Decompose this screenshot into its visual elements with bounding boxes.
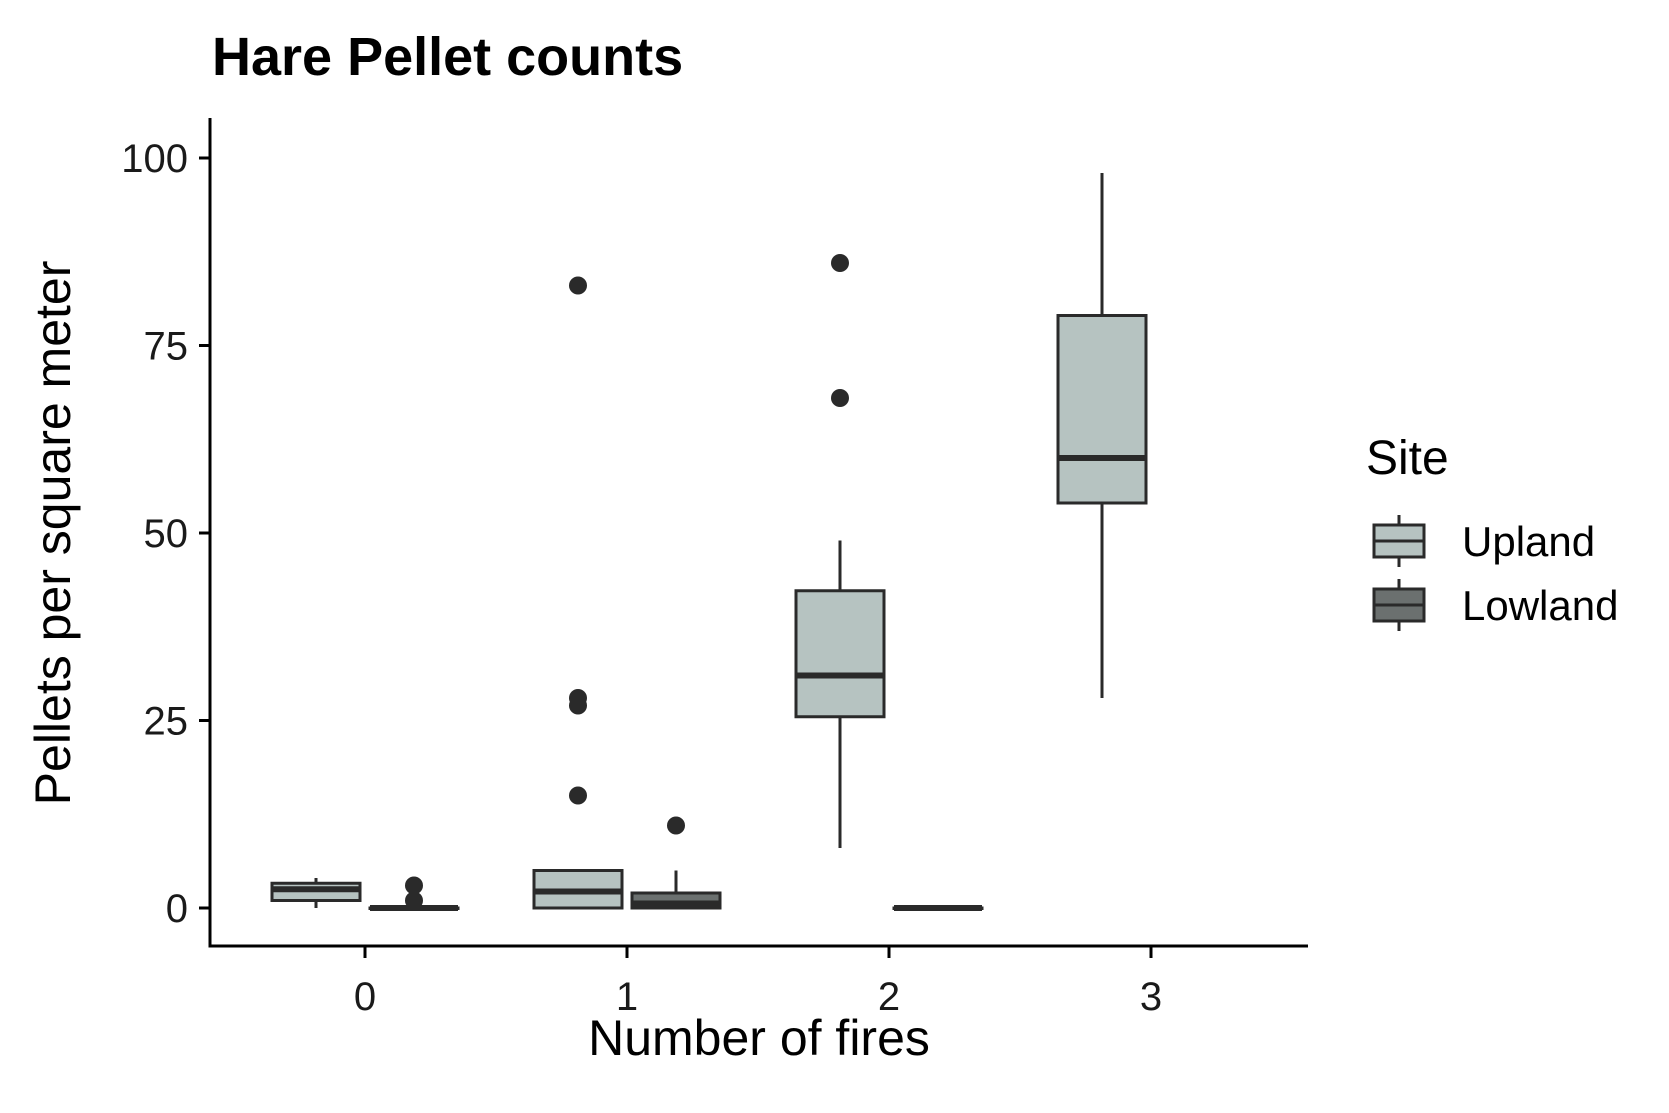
outlier-point — [569, 689, 587, 707]
box-lowland-1 — [630, 816, 722, 910]
y-axis-ticks: 0 25 50 75 100 — [121, 137, 210, 931]
boxplot-marks — [270, 173, 1148, 911]
box-upland-0 — [270, 878, 362, 908]
x-tick-label: 1 — [616, 975, 638, 1019]
x-axis-title: Number of fires — [588, 1010, 930, 1066]
y-tick-label: 75 — [144, 325, 189, 369]
x-tick-label: 2 — [878, 975, 900, 1019]
legend-key-upland: Upland — [1372, 515, 1595, 567]
legend: Site Upland Lowland — [1366, 432, 1618, 631]
box-lowland-0 — [368, 876, 460, 911]
y-tick-label: 0 — [166, 887, 188, 931]
box-upland-3 — [1056, 173, 1148, 698]
y-axis-title: Pellets per square meter — [25, 261, 81, 806]
outlier-point — [405, 876, 423, 895]
box-upland-1 — [532, 276, 624, 910]
box-body — [1056, 314, 1148, 505]
outlier-point — [831, 254, 849, 272]
y-tick-label: 25 — [144, 700, 189, 744]
x-tick-label: 3 — [1140, 975, 1162, 1019]
box-upland-2 — [794, 254, 886, 848]
y-tick-label: 50 — [144, 512, 189, 556]
box-lowland-2 — [892, 905, 984, 911]
legend-key-lowland: Lowland — [1372, 579, 1618, 631]
outlier-point — [667, 816, 685, 835]
x-axis-ticks: 0 1 2 3 — [354, 947, 1162, 1019]
outlier-point — [569, 786, 587, 805]
box-body — [794, 589, 886, 719]
outlier-point — [831, 389, 849, 407]
legend-label: Lowland — [1462, 582, 1618, 629]
chart-title: Hare Pellet counts — [212, 27, 683, 87]
legend-keys: Upland Lowland — [1372, 515, 1618, 631]
legend-label: Upland — [1462, 518, 1595, 565]
x-tick-label: 0 — [354, 975, 376, 1019]
outlier-point — [569, 276, 587, 295]
legend-title: Site — [1366, 432, 1449, 485]
y-tick-label: 100 — [121, 137, 188, 181]
outlier-point — [405, 891, 423, 910]
